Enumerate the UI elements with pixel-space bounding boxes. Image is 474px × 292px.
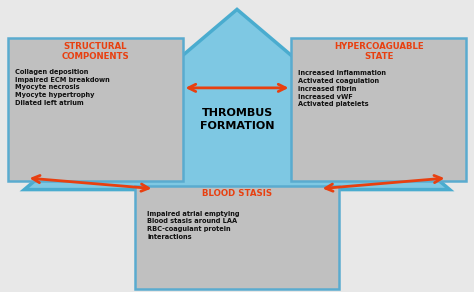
Text: Increased inflammation
Activated coagulation
increased fibrin
Increased vWF
Acti: Increased inflammation Activated coagula…: [299, 70, 386, 107]
FancyBboxPatch shape: [8, 39, 182, 181]
Text: Collagen deposition
Impaired ECM breakdown
Myocyte necrosis
Myocyte hypertrophy
: Collagen deposition Impaired ECM breakdo…: [15, 69, 109, 106]
Text: HYPERCOAGUABLE
STATE: HYPERCOAGUABLE STATE: [334, 42, 424, 61]
Text: Impaired atrial emptying
Blood stasis around LAA
RBC-coagulant protein
interacti: Impaired atrial emptying Blood stasis ar…: [147, 211, 240, 240]
FancyBboxPatch shape: [292, 39, 466, 181]
Text: BLOOD STASIS: BLOOD STASIS: [202, 189, 272, 198]
Polygon shape: [152, 190, 322, 239]
FancyBboxPatch shape: [136, 186, 338, 289]
Text: THROMBUS
FORMATION: THROMBUS FORMATION: [200, 108, 274, 131]
Polygon shape: [24, 9, 450, 190]
Text: STRUCTURAL
COMPONENTS: STRUCTURAL COMPONENTS: [61, 42, 129, 61]
